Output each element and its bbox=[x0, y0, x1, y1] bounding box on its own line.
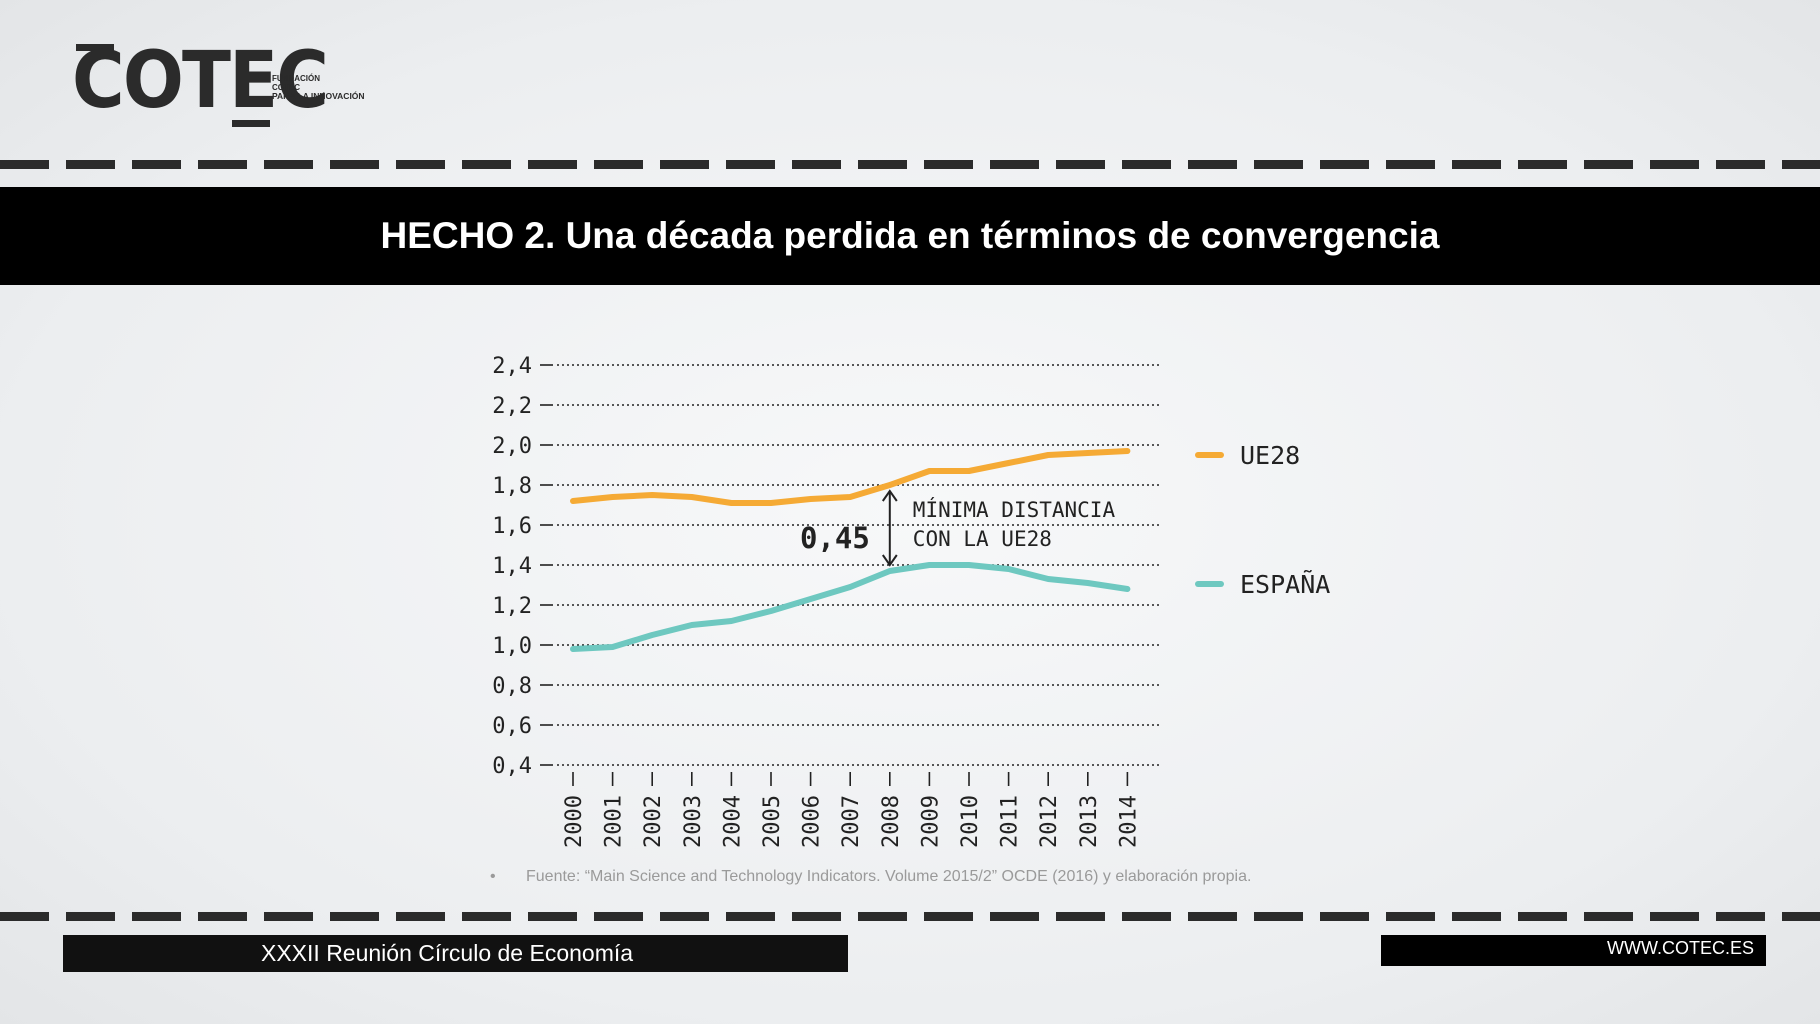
source-text: Fuente: “Main Science and Technology Ind… bbox=[526, 868, 1252, 885]
distance-arrow-head-top bbox=[881, 489, 898, 502]
source-bullet: • bbox=[490, 868, 496, 885]
x-tick-label: 2013 bbox=[1077, 795, 1102, 848]
data-point bbox=[809, 597, 813, 601]
data-point bbox=[650, 493, 654, 497]
data-point bbox=[650, 633, 654, 637]
annotation-line2: CON LA UE28 bbox=[913, 527, 1052, 551]
logo-bar-top bbox=[76, 44, 114, 51]
logo-bar-bottom bbox=[232, 120, 270, 127]
data-point bbox=[769, 501, 773, 505]
x-tick-label: 2009 bbox=[918, 795, 943, 848]
x-tick-label: 2012 bbox=[1037, 795, 1062, 848]
logo-sub-line3: PARA LA INNOVACIÓN bbox=[272, 91, 365, 101]
data-point bbox=[1125, 449, 1129, 453]
y-tick-label: 0,6 bbox=[492, 714, 532, 739]
x-tick-label: 2007 bbox=[839, 795, 864, 848]
legend-label: UE28 bbox=[1240, 441, 1300, 470]
logo-wordmark: COTEC bbox=[72, 36, 329, 126]
data-point bbox=[729, 501, 733, 505]
data-point bbox=[1007, 567, 1011, 571]
x-tick-label: 2000 bbox=[562, 795, 587, 848]
data-point bbox=[611, 495, 615, 499]
footer-website-link[interactable]: WWW.COTEC.ES bbox=[1381, 935, 1766, 966]
data-point bbox=[690, 623, 694, 627]
data-point bbox=[809, 497, 813, 501]
data-point bbox=[611, 645, 615, 649]
y-tick-label: 0,8 bbox=[492, 674, 532, 699]
footer-website-text: WWW.COTEC.ES bbox=[1607, 938, 1754, 958]
y-tick-label: 1,0 bbox=[492, 634, 532, 659]
y-tick-label: 1,2 bbox=[492, 594, 532, 619]
data-point bbox=[1046, 453, 1050, 457]
data-point bbox=[690, 495, 694, 499]
logo-sub-line1: FUNDACIÓN bbox=[272, 74, 320, 83]
y-tick-label: 1,6 bbox=[492, 514, 532, 539]
y-tick-label: 2,0 bbox=[492, 434, 532, 459]
annotation-line1: MÍNIMA DISTANCIA bbox=[913, 497, 1116, 522]
slide-title: HECHO 2. Una década perdida en términos … bbox=[380, 215, 1440, 256]
data-point bbox=[967, 469, 971, 473]
x-tick-label: 2008 bbox=[879, 795, 904, 848]
dashed-divider-top bbox=[0, 160, 1820, 169]
x-tick-label: 2003 bbox=[681, 795, 706, 848]
data-point bbox=[967, 563, 971, 567]
dashed-divider-bottom bbox=[0, 912, 1820, 921]
y-tick-label: 2,2 bbox=[492, 394, 532, 419]
annotation-value: 0,45 bbox=[800, 521, 870, 555]
y-tick-label: 0,4 bbox=[492, 754, 532, 779]
legend-label: ESPAÑA bbox=[1240, 569, 1330, 599]
x-tick-label: 2001 bbox=[602, 795, 627, 848]
data-point bbox=[1086, 451, 1090, 455]
series-line-0 bbox=[570, 448, 1131, 506]
data-point bbox=[1007, 461, 1011, 465]
x-tick-label: 2010 bbox=[958, 795, 983, 848]
y-tick-label: 1,8 bbox=[492, 474, 532, 499]
data-point bbox=[1046, 577, 1050, 581]
data-point bbox=[888, 569, 892, 573]
data-point bbox=[848, 495, 852, 499]
x-tick-label: 2006 bbox=[800, 795, 825, 848]
data-point bbox=[571, 499, 575, 503]
data-point bbox=[927, 469, 931, 473]
data-point bbox=[888, 483, 892, 487]
x-tick-label: 2011 bbox=[998, 795, 1023, 848]
x-tick-label: 2005 bbox=[760, 795, 785, 848]
data-point bbox=[729, 619, 733, 623]
logo-sub-line2: COTEC bbox=[272, 83, 300, 92]
title-bar: HECHO 2. Una década perdida en términos … bbox=[0, 187, 1820, 285]
distance-arrow-head-bottom bbox=[881, 554, 898, 567]
x-tick-label: 2014 bbox=[1116, 795, 1141, 848]
data-point bbox=[927, 563, 931, 567]
data-point bbox=[1125, 587, 1129, 591]
data-point bbox=[769, 609, 773, 613]
x-tick-label: 2004 bbox=[720, 795, 745, 848]
y-tick-label: 2,4 bbox=[492, 354, 532, 379]
x-tick-label: 2002 bbox=[641, 795, 666, 848]
data-point bbox=[848, 585, 852, 589]
footer-event-text: XXXII Reunión Círculo de Economía bbox=[261, 940, 634, 966]
y-tick-label: 1,4 bbox=[492, 554, 532, 579]
footer-event-bar: XXXII Reunión Círculo de Economía bbox=[63, 935, 848, 972]
series-line-1 bbox=[570, 562, 1131, 652]
data-point bbox=[1086, 581, 1090, 585]
logo-subtitle: FUNDACIÓN COTEC PARA LA INNOVACIÓN bbox=[272, 74, 392, 101]
data-point bbox=[571, 647, 575, 651]
